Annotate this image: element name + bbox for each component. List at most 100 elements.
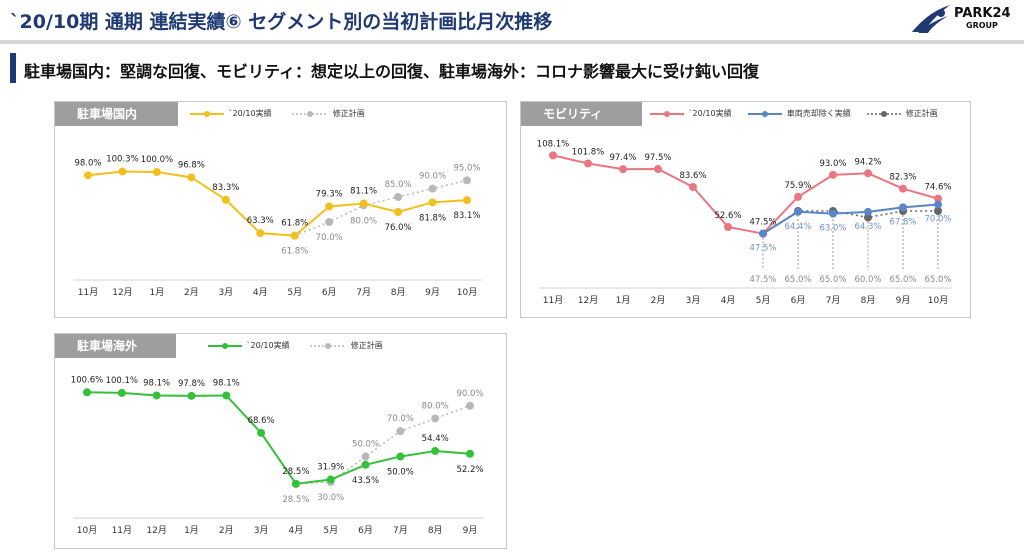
data-label: 50.0% (387, 468, 414, 478)
legend-label-actual: `20/10実績 (246, 341, 290, 350)
x-tick-label: 7月 (356, 287, 371, 298)
legend-label-plan: 修正計画 (350, 341, 383, 350)
x-tick-label: 4月 (253, 287, 268, 298)
data-point (463, 176, 471, 185)
data-label: 31.9% (317, 463, 344, 473)
data-point (84, 171, 92, 180)
data-point (431, 446, 440, 455)
data-label: 100.1% (106, 376, 138, 386)
data-label: 70.0% (387, 414, 414, 424)
data-point (221, 195, 230, 204)
x-tick-label: 1月 (150, 287, 165, 298)
data-label: 70.0% (924, 215, 951, 225)
x-tick-label: 7月 (826, 295, 841, 306)
data-label: 80.0% (350, 216, 377, 226)
data-label: 98.1% (143, 378, 170, 388)
data-label: 82.3% (889, 173, 916, 183)
legend-label-plan: 修正計画 (905, 109, 938, 118)
data-label: 47.5% (749, 244, 776, 254)
data-point (117, 388, 126, 397)
data-label: 76.0% (385, 223, 412, 233)
chart-overseas-plot: 10月 11月 12月 1月 2月 3月 4月 5月 6月 7月 8月 9月 100.6% 100.1% 9… (71, 375, 484, 536)
data-point (187, 173, 196, 182)
data-point (325, 202, 334, 211)
data-label: 98.1% (213, 378, 240, 388)
data-point (394, 208, 403, 216)
legend-label-plan: 修正計画 (332, 109, 365, 118)
series-line-1 (294, 179, 468, 237)
legend-swatch-plan (867, 110, 902, 117)
legend-overseas: `20/10実績 修正計画 (206, 340, 383, 354)
data-point (934, 200, 942, 209)
data-point (325, 218, 334, 226)
data-point (326, 475, 335, 484)
legend-mobility: `20/10実績 車両売却除く実績 修正計画 (648, 108, 938, 122)
chart-mobility-plot: 11月 12月 1月 2月 3月 4月 5月 6月 7月 8月 9月 10月 108.1%101.8% 9… (537, 139, 952, 306)
x-tick-label: 10月 (928, 295, 948, 306)
data-point (864, 169, 872, 178)
x-tick-label: 8月 (861, 295, 876, 306)
x-tick-label: 8月 (391, 287, 406, 298)
legend-swatch-ex-sale (748, 110, 783, 117)
data-point (463, 196, 471, 205)
data-label: 93.0% (819, 159, 846, 169)
data-point (83, 388, 91, 397)
legend-label-ex-sale: 車両売却除く実績 (786, 109, 851, 118)
chart-tab-mobility: モビリティ (521, 102, 642, 126)
data-point (619, 165, 627, 174)
x-tick-label: 12月 (578, 295, 598, 306)
x-tick-label: 2月 (219, 525, 234, 536)
data-point (794, 207, 802, 216)
data-point (584, 159, 592, 168)
x-tick-label: 6月 (791, 295, 806, 306)
data-label: 65.0% (819, 275, 846, 285)
data-label: 63.3% (247, 216, 274, 226)
data-label: 74.6% (924, 183, 951, 193)
data-point (152, 168, 161, 176)
legend-swatch-actual (650, 110, 684, 117)
data-label: 61.8% (281, 219, 308, 229)
data-label: 98.0% (74, 158, 101, 168)
data-point (864, 207, 872, 216)
chart-panel-domestic: 11月 12月 1月 2月 3月 4月 5月 6月 7月 8月 9月 10月 98.0% 100.3% 10… (54, 101, 507, 318)
data-point (396, 452, 405, 461)
data-label: 97.4% (609, 153, 636, 163)
logo-sub: GROUP (966, 21, 998, 30)
data-point (361, 460, 370, 469)
x-tick-label: 5月 (756, 295, 771, 306)
x-tick-label: 5月 (323, 525, 338, 536)
series-line-0 (86, 391, 471, 485)
x-tick-label: 12月 (112, 287, 132, 298)
data-point (396, 427, 405, 436)
chart-panel-overseas: 10月 11月 12月 1月 2月 3月 4月 5月 6月 7月 8月 9月 100.6% 100.1% 9… (54, 333, 507, 549)
data-label: 28.5% (282, 495, 309, 505)
x-tick-label: 5月 (287, 287, 302, 298)
chart-tab-domestic: 駐車場国内 (55, 102, 178, 126)
x-tick-label: 11月 (112, 525, 132, 536)
page-title: `20/10期 通期 連結実績⑥ セグメント別の当初計画比月次推移 (10, 11, 553, 33)
data-point (428, 184, 437, 193)
data-point (864, 213, 872, 222)
data-label: 67.8% (889, 217, 916, 227)
data-point (394, 193, 403, 201)
data-point (654, 165, 662, 174)
data-point (361, 452, 370, 461)
data-label: 43.5% (352, 476, 379, 486)
data-point (257, 428, 266, 437)
x-tick-label: 3月 (218, 287, 233, 298)
x-tick-label: 3月 (254, 525, 269, 536)
x-tick-label: 12月 (146, 525, 166, 536)
data-label: 65.0% (924, 275, 951, 285)
series-line-0 (552, 154, 939, 235)
data-point (934, 194, 942, 203)
x-tick-label: 4月 (721, 295, 736, 306)
legend-domestic: `20/10実績 修正計画 (188, 108, 365, 122)
data-label: 83.6% (679, 171, 706, 181)
data-label: 63.0% (819, 224, 846, 234)
data-label: 81.1% (350, 187, 377, 197)
data-label: 65.0% (889, 275, 916, 285)
legend-swatch-actual (190, 110, 224, 117)
data-point (118, 167, 127, 176)
data-label: 95.0% (453, 163, 480, 173)
legend-swatch-plan (310, 342, 347, 349)
